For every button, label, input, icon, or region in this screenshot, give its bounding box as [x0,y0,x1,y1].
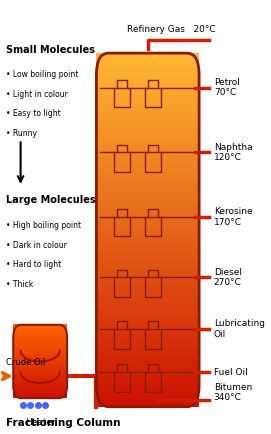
Text: Kerosine
170°C: Kerosine 170°C [214,207,252,227]
Text: Refinery Gas   20°C: Refinery Gas 20°C [127,25,216,34]
Text: • Runny: • Runny [6,128,37,138]
Text: • Dark in colour: • Dark in colour [6,241,67,250]
Text: • Low boiling point: • Low boiling point [6,70,78,79]
Text: Heater: Heater [25,418,56,427]
Text: Fuel Oil: Fuel Oil [214,368,247,377]
Text: Lubricating
Oil: Lubricating Oil [214,319,265,339]
Text: • Hard to light: • Hard to light [6,260,61,269]
Text: Diesel
270°C: Diesel 270°C [214,268,242,287]
Text: • Easy to light: • Easy to light [6,109,61,118]
Text: Crude Oil: Crude Oil [6,358,45,368]
Text: Bitumen
340°C: Bitumen 340°C [214,383,252,402]
Text: Large Molecules: Large Molecules [6,195,96,205]
Text: Naphtha
120°C: Naphtha 120°C [214,143,252,162]
Text: Small Molecules: Small Molecules [6,45,95,55]
Text: Fractioning Column: Fractioning Column [6,418,120,428]
Text: • Light in colour: • Light in colour [6,90,68,99]
Text: • Thick: • Thick [6,279,33,289]
Text: • High boiling point: • High boiling point [6,221,81,230]
Text: Petrol
70°C: Petrol 70°C [214,78,240,97]
